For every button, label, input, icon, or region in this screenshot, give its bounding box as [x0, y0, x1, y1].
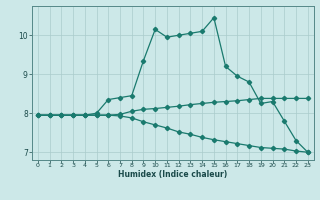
X-axis label: Humidex (Indice chaleur): Humidex (Indice chaleur) [118, 170, 228, 179]
